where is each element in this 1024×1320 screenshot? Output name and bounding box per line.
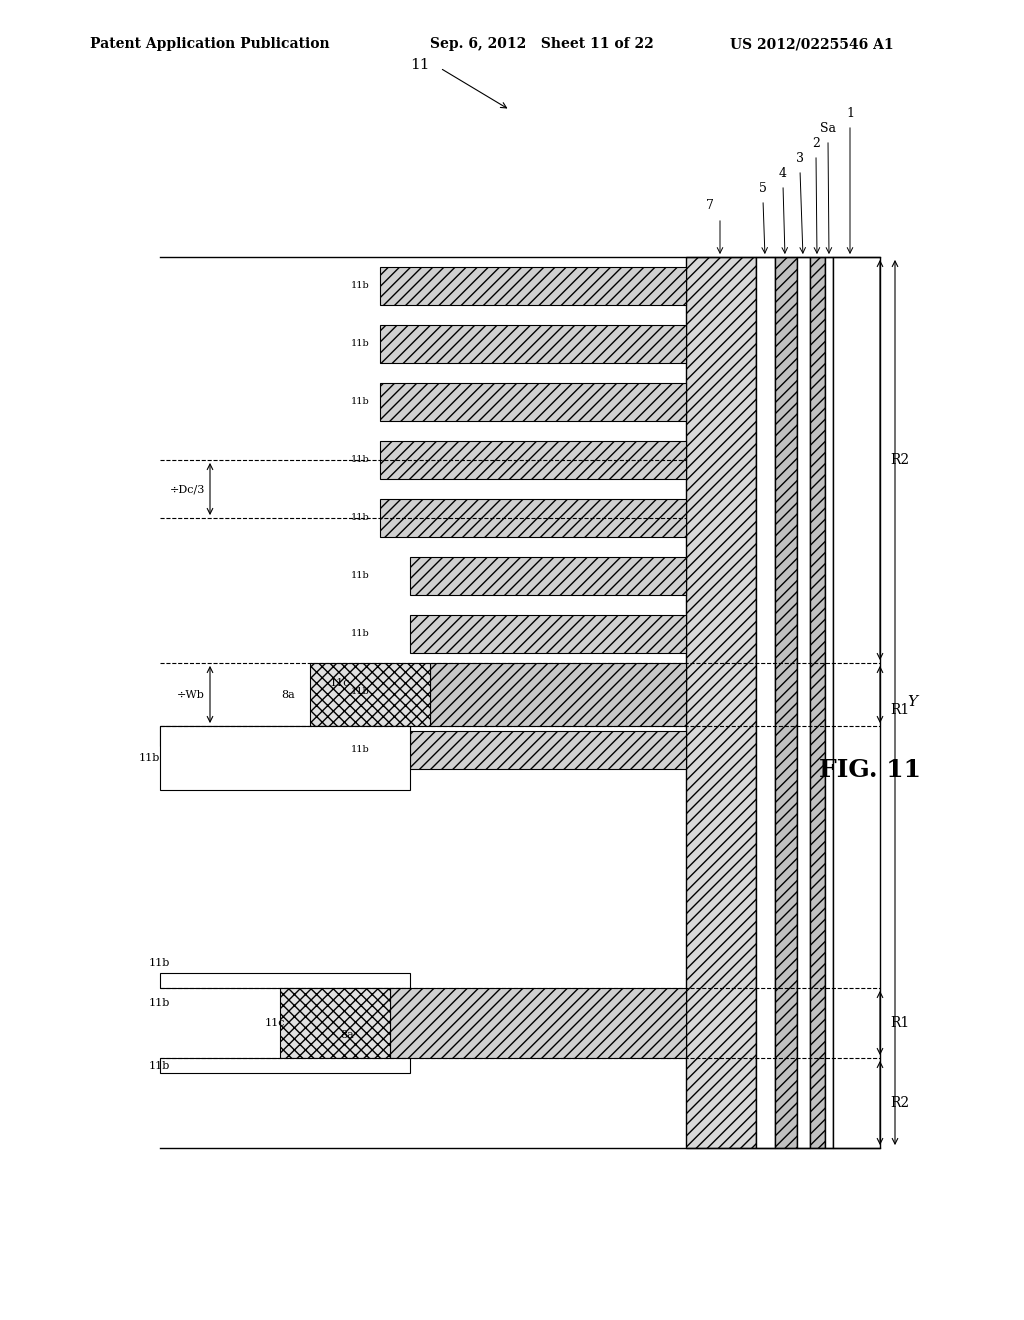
Text: R1: R1	[890, 1016, 909, 1030]
Bar	[380, 267, 686, 305]
Text: 8a: 8a	[340, 1030, 353, 1040]
Text: 11b: 11b	[351, 281, 370, 290]
Text: 11b: 11b	[351, 455, 370, 465]
Bar	[810, 257, 825, 1148]
Text: 11b: 11b	[351, 397, 370, 407]
Text: 2: 2	[812, 137, 820, 150]
Text: Sa: Sa	[820, 121, 836, 135]
Text: 11b: 11b	[138, 752, 160, 763]
Bar	[430, 663, 686, 726]
Bar	[833, 257, 880, 1148]
Bar	[160, 726, 410, 789]
Text: 11b: 11b	[351, 513, 370, 523]
Text: ÷Wb: ÷Wb	[177, 689, 205, 700]
Text: 11b: 11b	[351, 746, 370, 755]
Bar	[410, 557, 686, 595]
Text: 11b: 11b	[351, 688, 370, 697]
Text: 11b: 11b	[351, 630, 370, 639]
Text: 11c: 11c	[330, 677, 350, 688]
Bar	[160, 973, 410, 987]
Bar	[380, 325, 686, 363]
Text: ÷Dc/3: ÷Dc/3	[170, 484, 205, 494]
Text: Y: Y	[907, 696, 918, 710]
Bar	[410, 615, 686, 653]
Bar	[756, 257, 775, 1148]
Text: 11: 11	[411, 58, 430, 73]
Text: 5: 5	[759, 182, 767, 195]
Text: 1: 1	[846, 107, 854, 120]
Bar	[160, 726, 410, 746]
Text: R1: R1	[890, 702, 909, 717]
Text: US 2012/0225546 A1: US 2012/0225546 A1	[730, 37, 894, 51]
Bar	[280, 987, 390, 1059]
Bar	[310, 663, 430, 726]
Bar	[380, 383, 686, 421]
Bar	[775, 257, 797, 1148]
Bar	[410, 673, 686, 711]
Text: 11c: 11c	[264, 1018, 285, 1028]
Bar	[160, 1059, 410, 1073]
Text: 11b: 11b	[351, 572, 370, 581]
Bar	[390, 987, 686, 1059]
Text: Sep. 6, 2012   Sheet 11 of 22: Sep. 6, 2012 Sheet 11 of 22	[430, 37, 653, 51]
Text: 11b: 11b	[148, 1061, 170, 1071]
Text: 11b: 11b	[148, 998, 170, 1008]
Text: FIG. 11: FIG. 11	[819, 758, 921, 781]
Text: 4: 4	[779, 168, 787, 180]
Bar	[380, 499, 686, 537]
Text: 11b: 11b	[351, 339, 370, 348]
Bar	[825, 257, 833, 1148]
Text: 11b: 11b	[148, 958, 170, 968]
Bar	[410, 731, 686, 770]
Text: R2: R2	[890, 1096, 909, 1110]
Text: Patent Application Publication: Patent Application Publication	[90, 37, 330, 51]
Bar	[797, 257, 810, 1148]
Text: 3: 3	[796, 152, 804, 165]
Text: R2: R2	[890, 453, 909, 467]
Text: 8a: 8a	[282, 689, 295, 700]
Bar	[380, 441, 686, 479]
Bar	[686, 257, 756, 1148]
Text: 7: 7	[707, 199, 714, 213]
